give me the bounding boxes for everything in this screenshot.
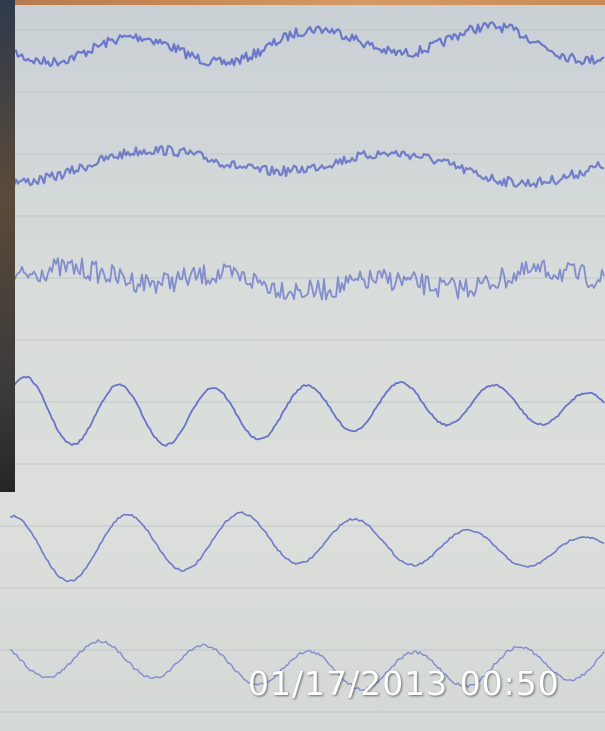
eeg-trace — [9, 639, 605, 691]
timestamp: 01/17/2013 00:50 — [248, 664, 560, 703]
paper-edge — [0, 0, 605, 5]
eeg-trace — [9, 145, 605, 189]
background-edge — [0, 0, 15, 492]
eeg-trace — [9, 375, 605, 447]
eeg-trace — [9, 511, 605, 583]
eeg-trace — [8, 21, 605, 68]
eeg-trace — [9, 257, 605, 301]
